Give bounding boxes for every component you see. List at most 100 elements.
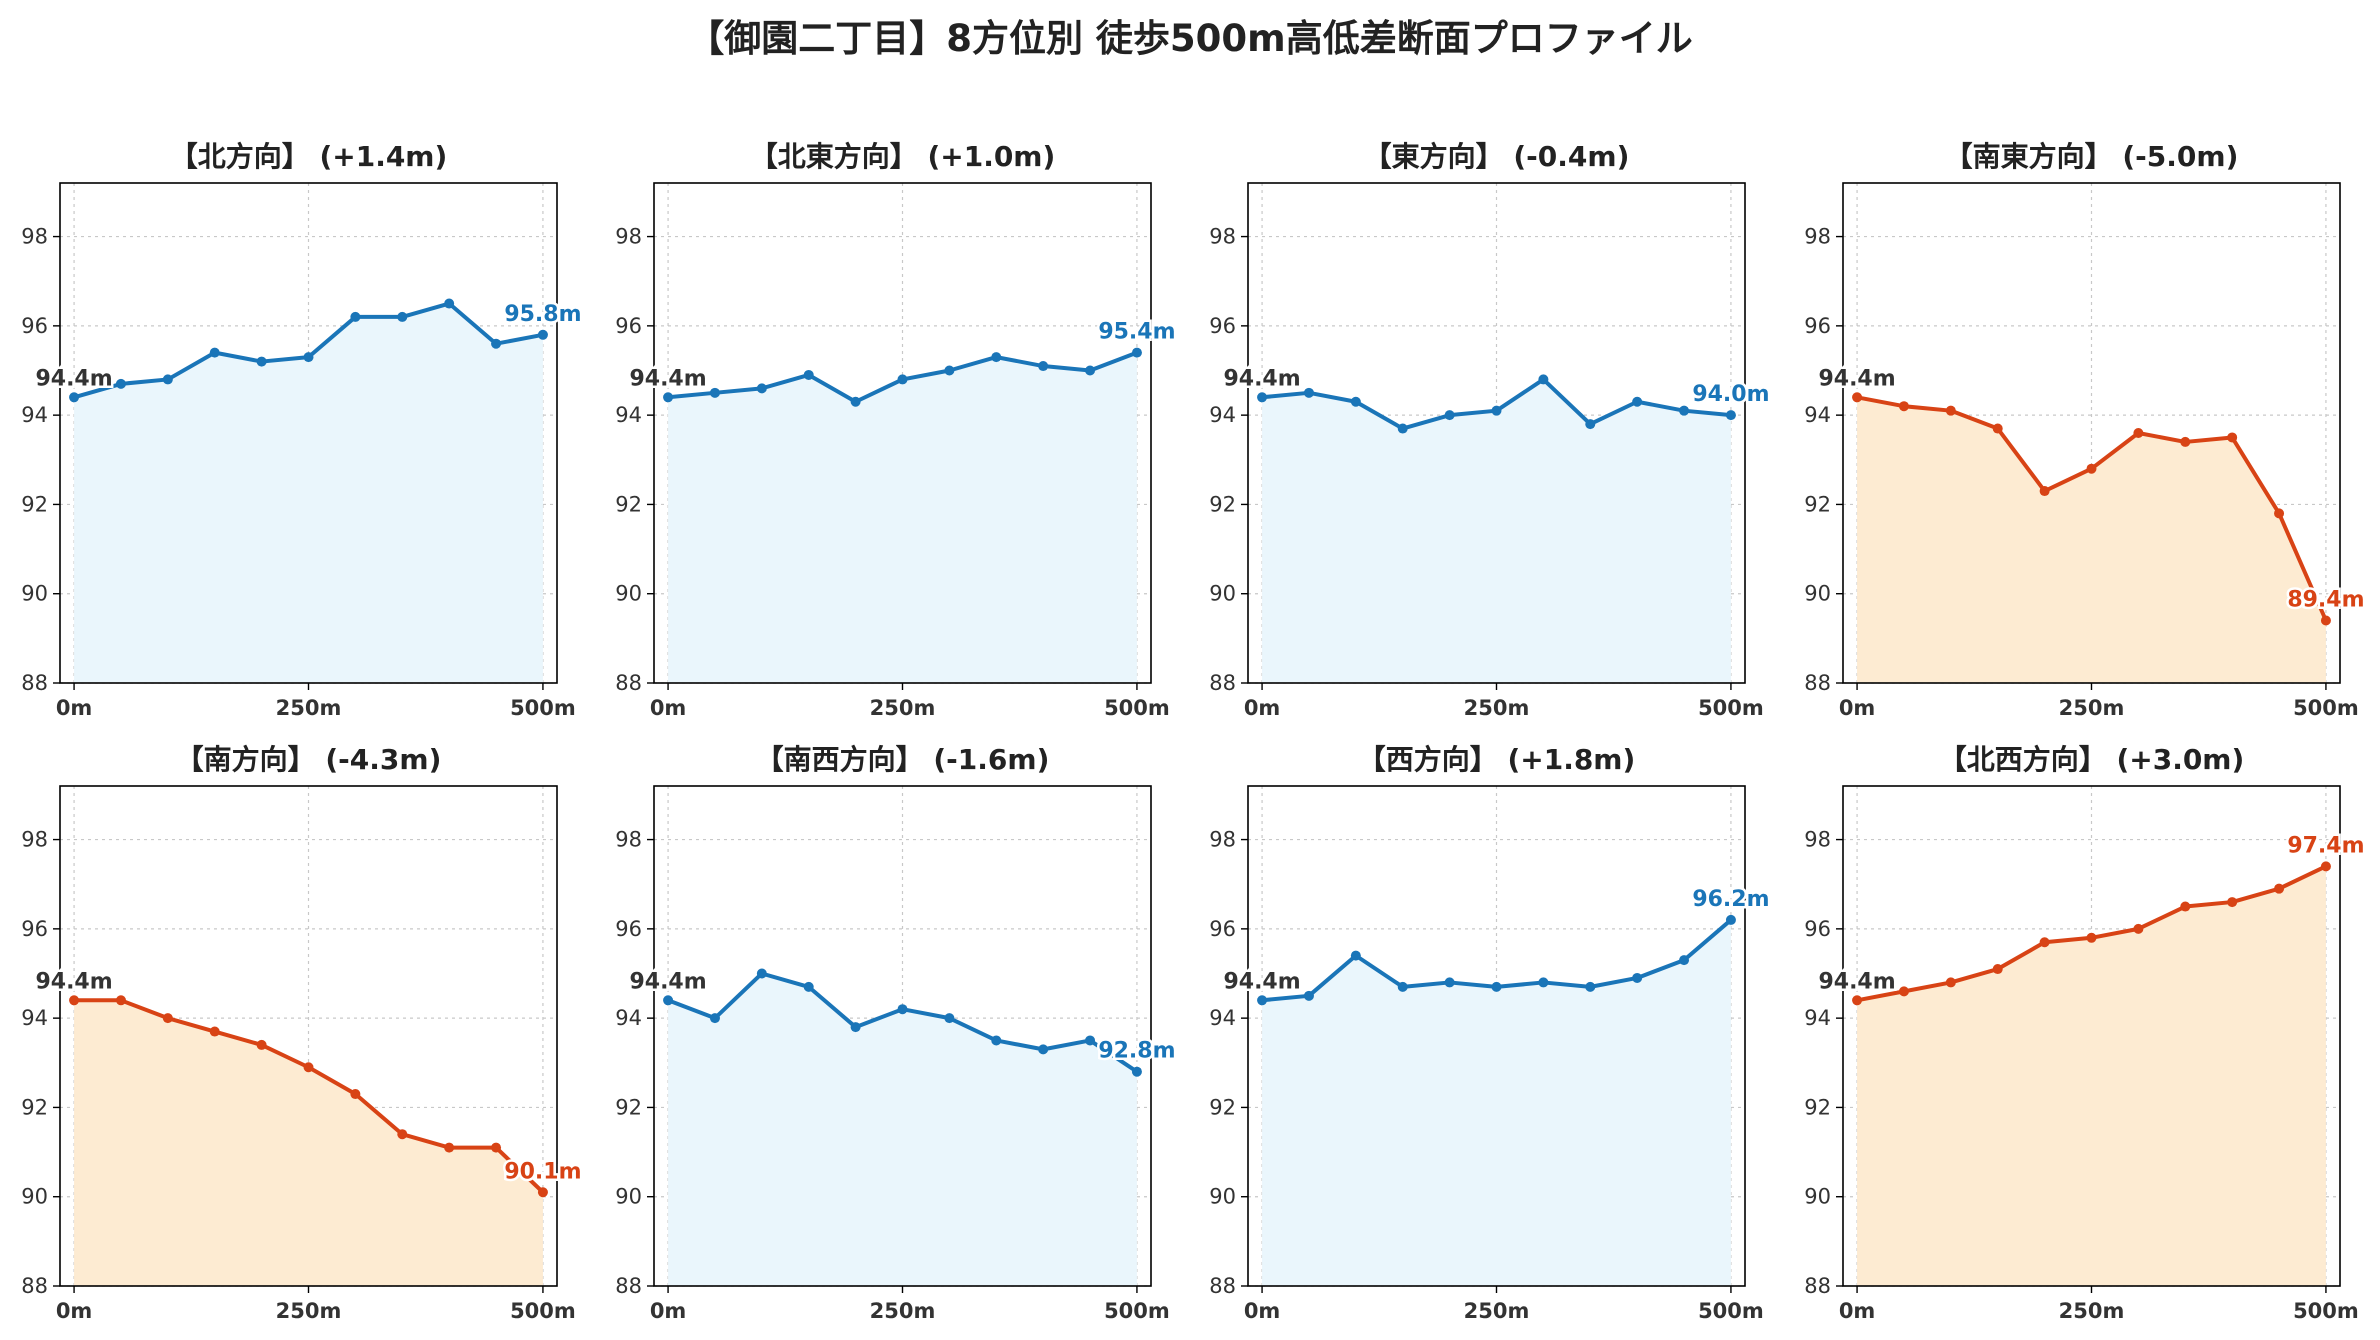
x-tick-label: 250m [2059,1299,2125,1323]
data-point [1038,361,1049,372]
chart-panel-8: 【北西方向】 (+3.0m) 88 90 92 94 96 98 0m 250m 500m 94.4… [1804,743,2367,1323]
x-tick-label: 250m [870,696,936,720]
data-point [1131,1066,1142,1077]
end-value-label: 92.8m [1098,1039,1175,1064]
data-point [663,995,674,1006]
data-point [1945,405,1956,416]
data-point [1038,1044,1049,1055]
data-point [444,298,455,309]
y-tick-label: 98 [615,828,642,852]
data-point [2320,615,2331,626]
x-tick-label: 0m [650,1299,687,1323]
y-tick-label: 94 [615,1006,642,1030]
data-point [1085,1035,1096,1046]
data-point [2274,883,2285,894]
data-point [1679,405,1690,416]
data-point [350,311,361,322]
y-tick-label: 96 [615,917,642,941]
area-fill [1857,397,2326,683]
data-point [491,1142,502,1153]
x-tick-label: 500m [2293,696,2359,720]
data-point [2133,923,2144,934]
data-point [1444,410,1455,421]
end-value-label: 95.8m [504,302,581,327]
end-value-label: 96.2m [1692,887,1769,912]
y-tick-label: 88 [1209,671,1236,695]
data-point [537,329,548,340]
data-point [756,383,767,394]
x-tick-label: 0m [1839,696,1876,720]
data-point [1538,977,1549,988]
y-tick-label: 94 [1209,403,1236,427]
data-point [1585,419,1596,430]
area-fill [1262,919,1731,1286]
start-value-label: 94.4m [1818,969,1895,994]
data-point [803,981,814,992]
x-tick-label: 500m [1698,696,1764,720]
y-tick-label: 96 [1804,917,1831,941]
data-point [303,1062,314,1073]
data-point [2227,897,2238,908]
y-tick-label: 92 [1804,492,1831,516]
y-tick-label: 88 [615,1274,642,1298]
data-point [944,365,955,376]
y-tick-label: 90 [21,582,48,606]
data-point [1632,396,1643,407]
data-point [537,1187,548,1198]
area-fill [668,352,1137,683]
x-tick-label: 250m [1464,1299,1530,1323]
data-point [1585,981,1596,992]
data-point [709,1013,720,1024]
y-tick-label: 90 [21,1185,48,1209]
start-value-label: 94.4m [35,366,112,391]
data-point [1491,981,1502,992]
x-tick-label: 250m [276,1299,342,1323]
panel-title: 【南西方向】 (-1.6m) [756,743,1050,776]
data-point [256,356,267,367]
data-point [162,1013,173,1024]
start-value-label: 94.4m [629,366,706,391]
y-tick-label: 92 [21,1095,48,1119]
y-tick-label: 88 [1804,671,1831,695]
x-tick-label: 0m [1244,696,1281,720]
end-value-label: 94.0m [1692,382,1769,407]
start-value-label: 94.4m [629,969,706,994]
data-point [1397,981,1408,992]
data-point [1992,964,2003,975]
y-tick-label: 96 [1209,314,1236,338]
data-point [2180,436,2191,447]
area-fill [1262,379,1731,683]
y-tick-label: 98 [21,225,48,249]
data-point [1898,401,1909,412]
data-point [444,1142,455,1153]
x-tick-label: 500m [510,696,576,720]
x-tick-label: 500m [1698,1299,1764,1323]
y-tick-label: 88 [1209,1274,1236,1298]
data-point [1397,423,1408,434]
chart-panel-2: 【北東方向】 (+1.0m) 88 90 92 94 96 98 0m 250m 500m 94.4… [615,140,1178,720]
chart-panel-1: 【北方向】 (+1.4m) 88 90 92 94 96 98 0m 250m 500m 94.4m… [21,140,584,720]
data-point [209,347,220,358]
y-tick-label: 96 [1804,314,1831,338]
y-tick-label: 98 [1209,225,1236,249]
end-value-label: 89.4m [2287,588,2364,613]
y-tick-label: 94 [1209,1006,1236,1030]
y-tick-label: 96 [21,917,48,941]
y-tick-label: 94 [21,1006,48,1030]
data-point [1852,392,1863,403]
data-point [1992,423,2003,434]
data-point [1303,387,1314,398]
y-tick-label: 88 [615,671,642,695]
chart-panel-5: 【南方向】 (-4.3m) 88 90 92 94 96 98 0m 250m 500m 94.4m… [21,743,584,1323]
panel-title: 【西方向】 (+1.8m) [1358,743,1636,776]
data-point [803,369,814,380]
y-tick-label: 90 [1804,582,1831,606]
y-tick-label: 92 [615,1095,642,1119]
data-point [115,995,126,1006]
data-point [1444,977,1455,988]
data-point [1538,374,1549,385]
data-point [1303,990,1314,1001]
data-point [1257,995,1268,1006]
data-point [850,396,861,407]
y-tick-label: 94 [1804,1006,1831,1030]
